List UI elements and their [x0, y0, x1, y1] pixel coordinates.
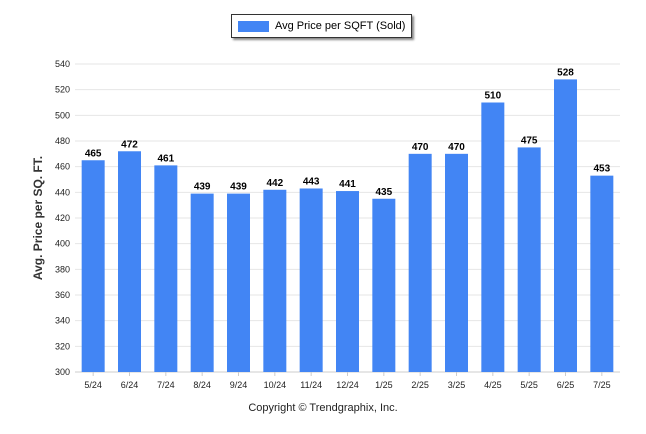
y-tick-label: 300 [55, 367, 70, 377]
legend-label: Avg Price per SQFT (Sold) [275, 20, 406, 32]
bar [408, 153, 432, 372]
y-tick-label: 500 [55, 110, 70, 120]
bar [554, 79, 577, 373]
y-tick-label: 460 [55, 162, 70, 172]
x-tick-label: 1/25 [375, 380, 393, 390]
bar [299, 188, 323, 372]
bar [445, 153, 468, 372]
bar [372, 198, 396, 372]
data-labels: 465 472 461 439 439 442 443 441 435 470 470 510 475 5… [85, 67, 611, 197]
y-tick-label: 420 [55, 213, 70, 223]
y-tick-label: 320 [55, 341, 70, 351]
y-tick-label: 360 [55, 290, 70, 300]
bar [336, 191, 359, 372]
x-tick-label: 11/24 [300, 380, 322, 390]
x-tick-label: 4/25 [484, 380, 502, 390]
data-label: 528 [557, 67, 574, 78]
x-tick-label: 5/25 [520, 380, 538, 390]
data-label: 439 [194, 182, 211, 193]
x-tick-label: 2/25 [411, 380, 429, 390]
data-label: 461 [157, 153, 174, 164]
data-label: 472 [121, 139, 138, 150]
x-tick-label: 3/25 [448, 380, 466, 390]
bar [481, 102, 505, 372]
bar [154, 165, 178, 372]
y-tick-label: 380 [55, 264, 70, 274]
copyright-footer: Copyright © Trendgraphix, Inc. [248, 402, 398, 414]
data-label: 470 [448, 142, 465, 153]
y-tick-label: 440 [55, 187, 70, 197]
data-label: 435 [375, 187, 392, 198]
x-tick-label: 10/24 [264, 380, 287, 390]
bars [81, 79, 614, 373]
x-tick-label: 12/24 [336, 380, 359, 390]
legend[interactable]: Avg Price per SQFT (Sold) [231, 14, 412, 38]
data-label: 475 [521, 135, 538, 146]
x-tick-label: 7/25 [593, 380, 611, 390]
data-label: 439 [230, 182, 247, 193]
x-tick-label: 7/24 [157, 380, 175, 390]
y-tick-label: 480 [55, 136, 70, 146]
bar [590, 175, 614, 372]
y-tick-label: 400 [55, 239, 70, 249]
x-tick-label: 6/24 [121, 380, 139, 390]
x-tick-label: 8/24 [193, 380, 211, 390]
bar [227, 193, 250, 372]
x-tick-label: 6/25 [557, 380, 575, 390]
data-label: 465 [85, 148, 102, 159]
bar [263, 189, 287, 372]
x-tick-label: 9/24 [230, 380, 248, 390]
x-tick-label: 5/24 [84, 380, 102, 390]
data-label: 510 [484, 91, 501, 102]
bar [190, 193, 214, 372]
data-label: 443 [303, 176, 320, 187]
data-label: 442 [266, 178, 283, 189]
bar [118, 151, 141, 372]
legend-swatch [238, 20, 269, 32]
data-label: 453 [593, 164, 610, 175]
y-tick-label: 540 [55, 59, 70, 69]
y-axis-ticks: 300 320 340 360 380 400 420 440 460 480 500 520 540 [55, 59, 70, 377]
data-label: 441 [339, 179, 356, 190]
bar [81, 160, 105, 372]
y-axis-label: Avg. Price per SQ. FT. [31, 156, 45, 280]
y-tick-label: 340 [55, 316, 70, 326]
x-axis-ticks: 5/24 6/24 7/24 8/24 9/24 10/24 11/24 12/24 1/25 2… [84, 372, 611, 390]
data-label: 470 [412, 142, 429, 153]
bar [517, 147, 541, 372]
y-tick-label: 520 [55, 85, 70, 95]
